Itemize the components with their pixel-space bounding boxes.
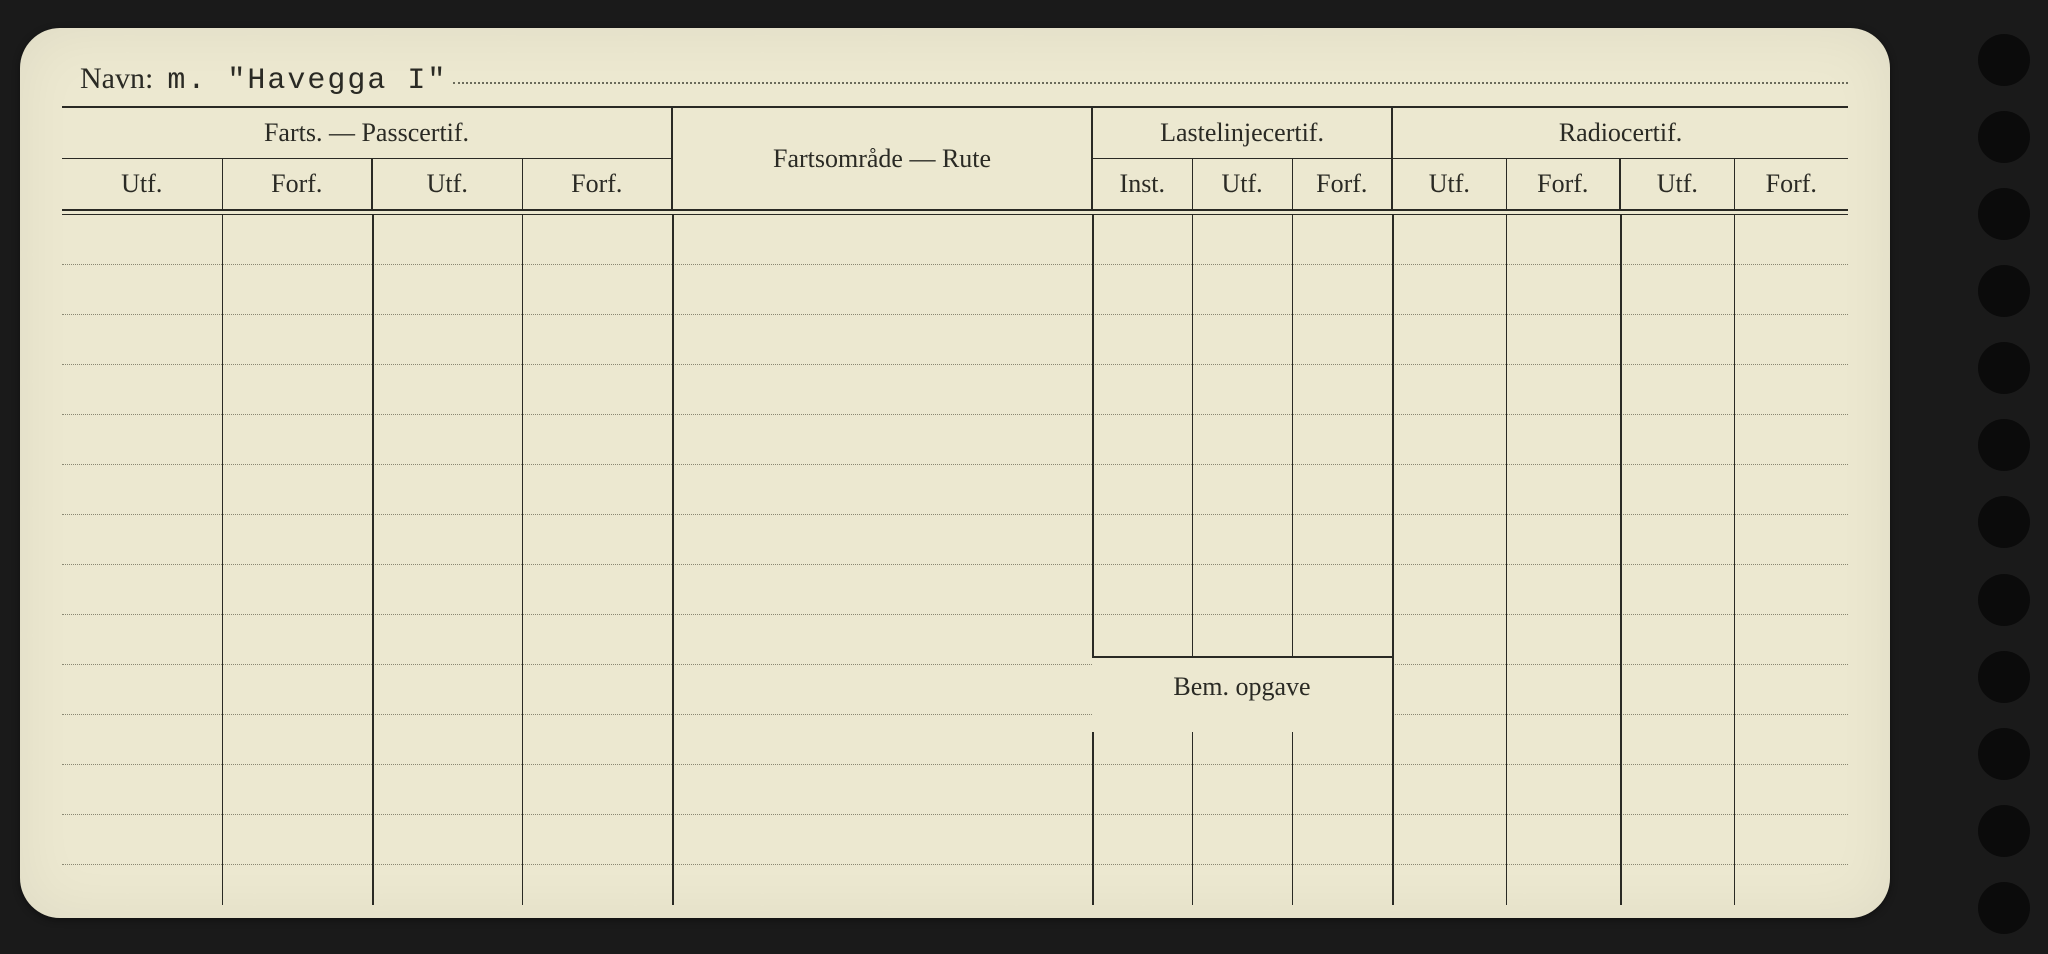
navn-dotted-line xyxy=(453,81,1848,84)
col-radio-utf2: Utf. xyxy=(1620,159,1734,210)
bem-opgave-label: Bem. opgave xyxy=(1173,672,1310,701)
binder-hole xyxy=(1978,882,2030,934)
vline xyxy=(222,215,223,905)
navn-value: m. "Havegga I" xyxy=(167,64,447,98)
binder-hole xyxy=(1978,188,2030,240)
vline xyxy=(1092,215,1094,905)
vline xyxy=(1192,215,1193,905)
col-laste-inst: Inst. xyxy=(1092,159,1192,210)
binder-hole xyxy=(1978,342,2030,394)
binder-holes xyxy=(1960,24,2030,954)
group-fartsomrade: Fartsområde — Rute xyxy=(672,108,1092,210)
col-laste-utf: Utf. xyxy=(1192,159,1292,210)
vline xyxy=(1620,215,1622,905)
vline xyxy=(1292,215,1293,905)
group-radio: Radiocertif. xyxy=(1392,108,1848,159)
binder-hole xyxy=(1978,574,2030,626)
vline xyxy=(1392,215,1394,905)
binder-hole xyxy=(1978,651,2030,703)
binder-hole xyxy=(1978,496,2030,548)
col-radio-forf1: Forf. xyxy=(1506,159,1620,210)
group-lastelinje: Lastelinjecertif. xyxy=(1092,108,1392,159)
header-table: Farts. — Passcertif. Fartsområde — Rute … xyxy=(62,108,1848,215)
vline xyxy=(1506,215,1507,905)
vline xyxy=(1734,215,1735,905)
binder-hole xyxy=(1978,728,2030,780)
col-farts-forf1: Forf. xyxy=(222,159,372,210)
binder-hole xyxy=(1978,34,2030,86)
col-farts-forf2: Forf. xyxy=(522,159,672,210)
binder-hole xyxy=(1978,111,2030,163)
col-radio-utf1: Utf. xyxy=(1392,159,1506,210)
bem-opgave-box: Bem. opgave xyxy=(1092,656,1392,732)
navn-row: Navn: m. "Havegga I" xyxy=(62,56,1848,108)
record-card: Navn: m. "Havegga I" Farts. — Passcertif… xyxy=(20,28,1890,918)
col-radio-forf2: Forf. xyxy=(1734,159,1848,210)
binder-hole xyxy=(1978,805,2030,857)
table-body: Bem. opgave xyxy=(62,215,1848,905)
binder-hole xyxy=(1978,265,2030,317)
col-farts-utf1: Utf. xyxy=(62,159,222,210)
col-farts-utf2: Utf. xyxy=(372,159,522,210)
dotted-rows xyxy=(62,215,1848,914)
header-group-row: Farts. — Passcertif. Fartsområde — Rute … xyxy=(62,108,1848,159)
group-farts-pass: Farts. — Passcertif. xyxy=(62,108,672,159)
vline xyxy=(672,215,674,905)
navn-label: Navn: xyxy=(80,62,153,96)
binder-hole xyxy=(1978,419,2030,471)
col-laste-forf: Forf. xyxy=(1292,159,1392,210)
vline xyxy=(372,215,374,905)
vline xyxy=(522,215,523,905)
